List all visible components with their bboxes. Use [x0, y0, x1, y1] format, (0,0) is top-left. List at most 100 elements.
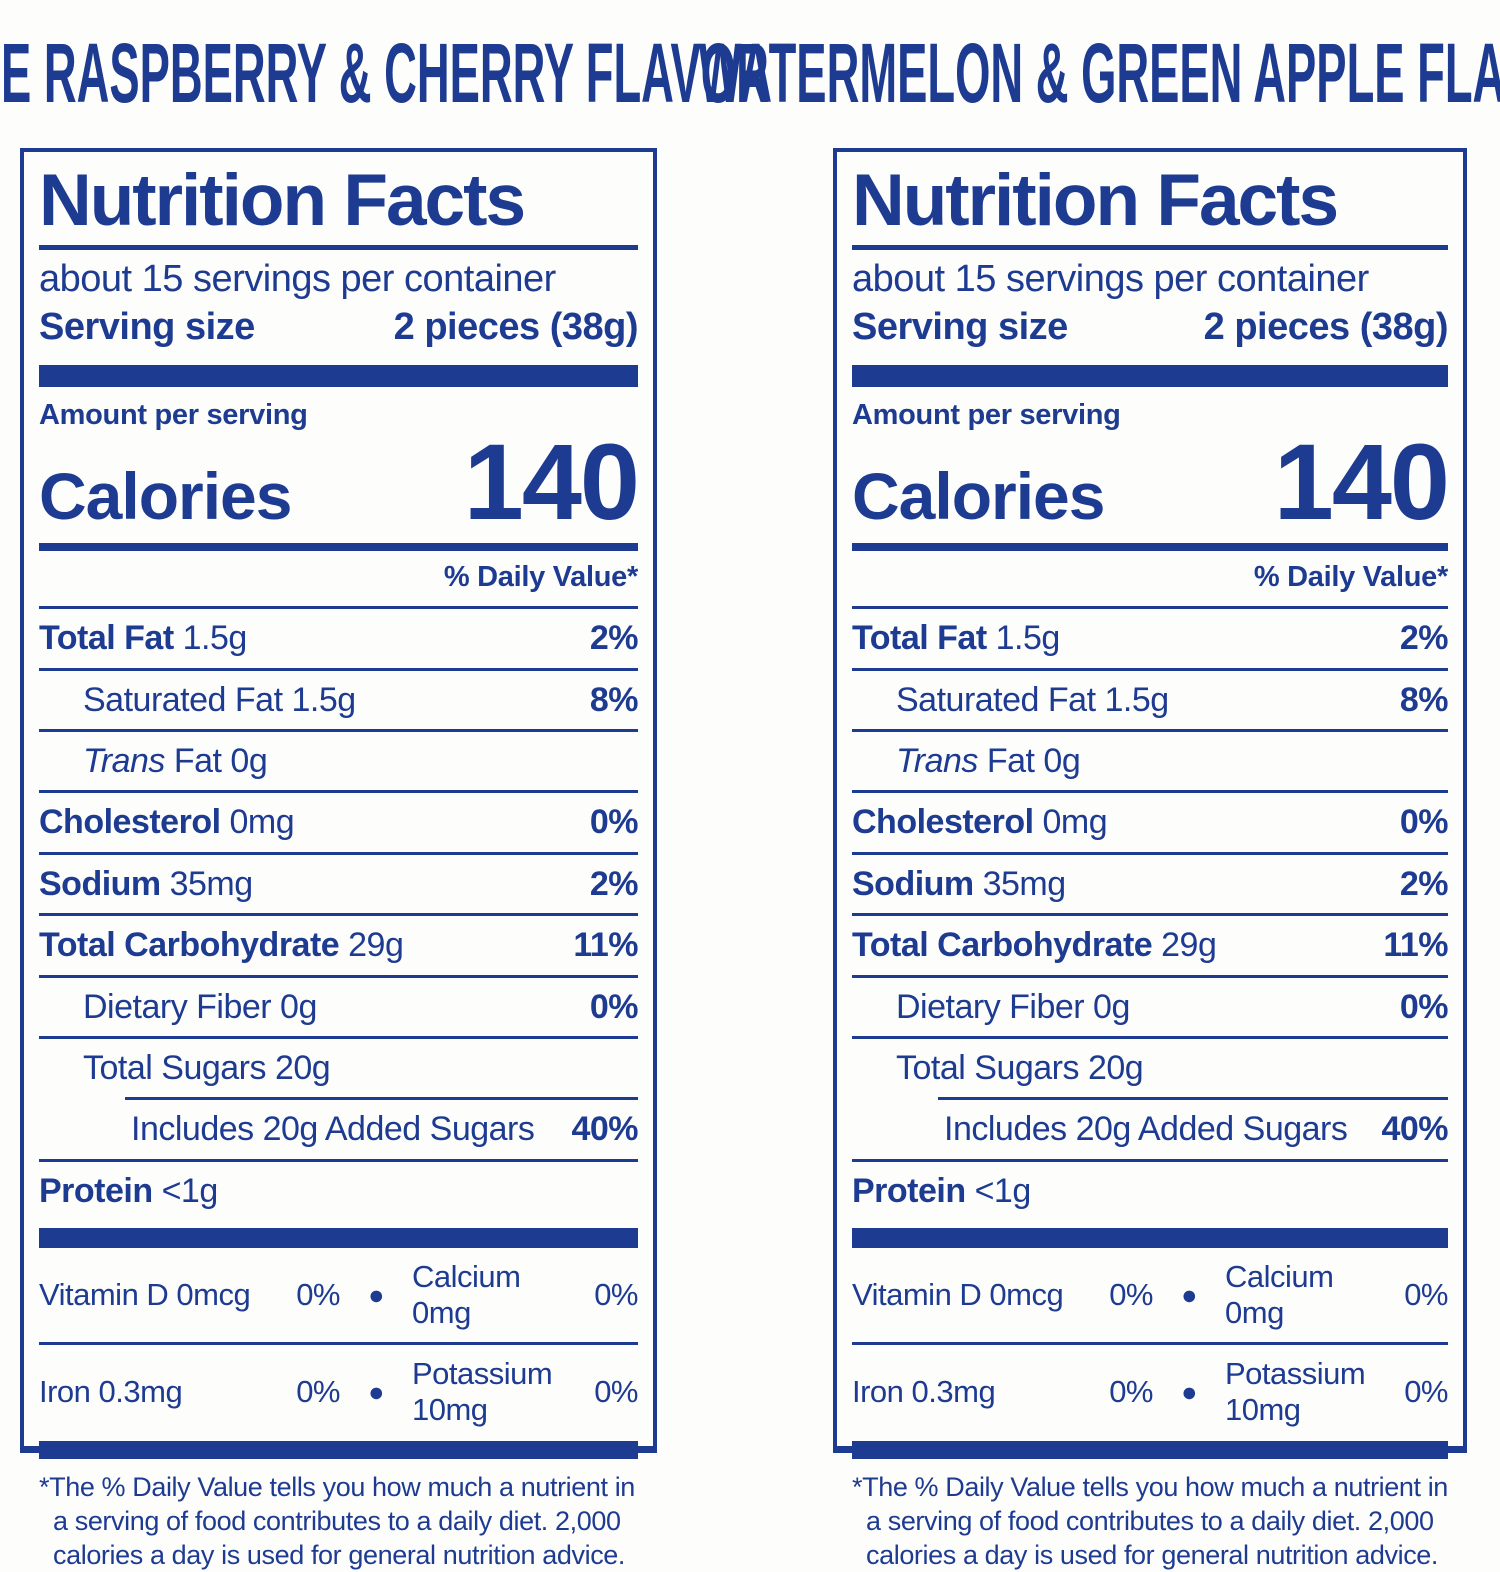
bullet-separator-icon: ● [1181, 1376, 1197, 1407]
nutrient-row: Trans Fat 0g [39, 729, 638, 790]
section-bar [39, 1441, 638, 1460]
nutrient-row: Protein <1g [39, 1158, 638, 1220]
nutrient-row: Protein <1g [852, 1158, 1448, 1220]
serving-size-label: Serving size [852, 305, 1068, 348]
calories-row: Calories 140 [39, 421, 640, 543]
micronutrient-row: Iron 0.3mg 0% ● Potassium 10mg 0% [39, 1342, 639, 1439]
serving-size-row: Serving size 2 pieces (38g) [39, 305, 639, 350]
nutrient-daily-value: 0% [589, 987, 639, 1026]
nutrient-daily-value: 8% [589, 680, 639, 719]
bullet-separator-icon: ● [368, 1376, 384, 1407]
daily-value-footnote: *The % Daily Value tells you how much a … [39, 1472, 635, 1570]
micronutrient-daily-value: 0% [296, 1277, 340, 1313]
nutrient-row: Total Carbohydrate 29g 11% [852, 913, 1448, 974]
nutrient-row: Total Carbohydrate 29g 11% [39, 913, 638, 974]
nutrition-facts-heading: Nutrition Facts [39, 160, 526, 241]
micronutrient-row: Vitamin D 0mcg 0% ● Calcium 0mg 0% [39, 1248, 639, 1342]
nutrition-facts-label: Nutrition Facts about 15 servings per co… [833, 148, 1467, 1570]
servings-per-container: about 15 servings per container [39, 257, 556, 300]
calories-label: Calories [852, 459, 1105, 534]
nutrient-name: Cholesterol 0mg [39, 803, 295, 842]
micronutrient-daily-value: 0% [594, 1374, 638, 1410]
section-bar [852, 1441, 1448, 1460]
nutrient-rows: Total Fat 1.5g 2% Saturated Fat 1.5g 8% Tran… [39, 606, 639, 1220]
serving-size-row: Serving size 2 pieces (38g) [852, 305, 1449, 350]
micronutrient-name: Potassium 10mg [1225, 1356, 1366, 1428]
nutrient-name: Total Carbohydrate 29g [39, 926, 404, 965]
micronutrient-name: Calcium 0mg [412, 1259, 521, 1331]
calories-value: 140 [463, 421, 640, 543]
nutrient-daily-value: 0% [1399, 987, 1449, 1026]
label-column-watermelon-green-apple: WATERMELON & GREEN APPLE FLAVOR Nutritio… [699, 31, 1500, 1570]
nutrient-daily-value: 11% [1383, 926, 1448, 965]
micronutrient-name: Potassium 10mg [412, 1356, 553, 1428]
nutrition-facts-heading: Nutrition Facts [852, 160, 1339, 241]
divider [852, 543, 1448, 552]
nutrient-name: Sodium 35mg [852, 864, 1066, 903]
nutrient-name: Includes 20g Added Sugars [131, 1110, 535, 1149]
micronutrient-rows: Vitamin D 0mcg 0% ● Calcium 0mg 0% Iron 0.3mg… [852, 1248, 1449, 1439]
nutrient-name: Total Fat 1.5g [852, 619, 1060, 658]
nutrient-name: Protein <1g [852, 1171, 1031, 1210]
daily-value-header: % Daily Value* [443, 561, 638, 594]
micronutrient-name: Vitamin D 0mcg [39, 1277, 251, 1313]
micronutrient-name: Iron 0.3mg [39, 1374, 183, 1410]
nutrient-row: Cholesterol 0mg 0% [39, 790, 639, 851]
flavor-title: BLUE RASPBERRY & CHERRY FLAVOR [0, 31, 769, 115]
nutrient-daily-value: 8% [1399, 680, 1449, 719]
label-column-blue-raspberry-cherry: BLUE RASPBERRY & CHERRY FLAVOR Nutrition… [0, 31, 769, 1570]
micronutrient-row: Vitamin D 0mcg 0% ● Calcium 0mg 0% [852, 1248, 1449, 1342]
nutrient-name: Total Carbohydrate 29g [852, 926, 1217, 965]
micronutrient-daily-value: 0% [1404, 1374, 1448, 1410]
nutrient-row: Total Sugars 20g [39, 1036, 638, 1097]
flavor-title: WATERMELON & GREEN APPLE FLAVOR [699, 31, 1500, 115]
divider [39, 543, 638, 552]
nutrient-daily-value: 2% [589, 864, 639, 903]
nutrient-row: Saturated Fat 1.5g 8% [39, 667, 639, 729]
nutrient-name: Dietary Fiber 0g [83, 987, 317, 1026]
nutrient-row: Trans Fat 0g [852, 729, 1448, 790]
calories-row: Calories 140 [852, 428, 1450, 541]
bullet-separator-icon: ● [368, 1279, 384, 1310]
nutrient-daily-value: 2% [589, 619, 639, 658]
nutrient-name: Protein <1g [39, 1171, 218, 1210]
micronutrient-name: Vitamin D 0mcg [852, 1277, 1064, 1313]
nutrient-name: Saturated Fat 1.5g [83, 680, 356, 719]
serving-size-value: 2 pieces (38g) [393, 305, 639, 348]
nutrient-name: Trans Fat 0g [896, 742, 1081, 781]
nutrient-daily-value: 0% [589, 803, 639, 842]
micronutrient-name: Iron 0.3mg [852, 1374, 996, 1410]
nutrient-name: Includes 20g Added Sugars [944, 1110, 1348, 1149]
serving-size-label: Serving size [39, 305, 255, 348]
bullet-separator-icon: ● [1181, 1279, 1197, 1310]
calories-label: Calories [39, 459, 292, 534]
nutrient-row: Sodium 35mg 2% [39, 851, 639, 913]
section-bar [852, 365, 1448, 388]
nutrient-daily-value: 40% [571, 1110, 638, 1149]
nutrition-facts-label: Nutrition Facts about 15 servings per co… [20, 148, 657, 1570]
micronutrient-daily-value: 0% [296, 1374, 340, 1410]
daily-value-header: % Daily Value* [1253, 561, 1448, 594]
micronutrient-rows: Vitamin D 0mcg 0% ● Calcium 0mg 0% Iron 0.3mg… [39, 1248, 639, 1439]
amount-per-serving-label: Amount per serving [852, 399, 1121, 432]
section-bar [39, 365, 638, 388]
nutrient-name: Sodium 35mg [39, 864, 253, 903]
nutrient-row: Dietary Fiber 0g 0% [852, 974, 1449, 1036]
nutrient-name: Total Sugars 20g [896, 1049, 1144, 1088]
nutrient-name: Total Sugars 20g [83, 1049, 331, 1088]
nutrient-row: Saturated Fat 1.5g 8% [852, 667, 1449, 729]
nutrient-daily-value: 2% [1399, 864, 1449, 903]
nutrient-row: Includes 20g Added Sugars 40% [938, 1097, 1448, 1158]
micronutrient-daily-value: 0% [1109, 1374, 1153, 1410]
amount-per-serving-label: Amount per serving [39, 399, 308, 432]
nutrient-row: Includes 20g Added Sugars 40% [125, 1097, 638, 1158]
servings-per-container: about 15 servings per container [852, 257, 1369, 300]
micronutrient-daily-value: 0% [594, 1277, 638, 1313]
nutrient-row: Dietary Fiber 0g 0% [39, 974, 639, 1036]
micronutrient-daily-value: 0% [1109, 1277, 1153, 1313]
section-bar [852, 1228, 1448, 1249]
divider [39, 244, 638, 250]
nutrient-row: Total Sugars 20g [852, 1036, 1448, 1097]
nutrient-daily-value: 40% [1381, 1110, 1448, 1149]
micronutrient-name: Calcium 0mg [1225, 1259, 1334, 1331]
